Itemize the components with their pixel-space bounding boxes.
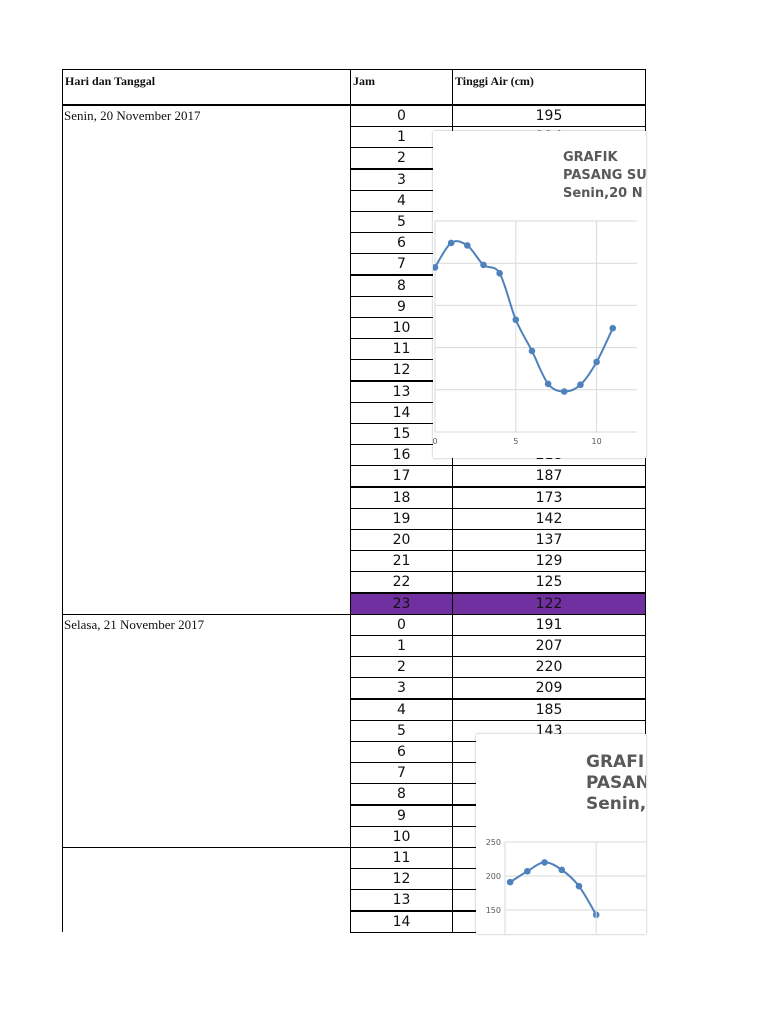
jam-cell: 8 <box>350 783 453 806</box>
jam-cell: 18 <box>350 486 453 509</box>
data-point <box>480 261 487 269</box>
table-row: 0 191 <box>62 613 646 636</box>
data-point <box>464 242 471 249</box>
data-point <box>575 882 583 890</box>
header-hari-tanggal: Hari dan Tanggal <box>62 69 351 105</box>
tinggi-cell: 220 <box>452 656 646 679</box>
jam-cell: 2 <box>350 656 453 679</box>
jam-cell: 12 <box>350 868 453 891</box>
tide-chart-monday[interactable]: GRAFIK PASANG SU Senin,20 N 050100150200… <box>433 131 646 458</box>
chart1-title-line-3: Senin,20 N <box>563 186 643 201</box>
table-row: 2 220 <box>62 656 646 679</box>
chart1-title-line-1: GRAFIK <box>563 150 618 165</box>
table-row: 22 125 <box>62 571 646 594</box>
jam-cell: 17 <box>350 465 453 488</box>
table-row: 21 129 <box>62 550 646 573</box>
table-row: 17 187 <box>62 465 646 488</box>
jam-cell: 10 <box>350 825 453 848</box>
tinggi-cell: 125 <box>452 571 646 594</box>
jam-cell: 9 <box>350 804 453 827</box>
chart1-title-line-2: PASANG SU <box>563 168 646 183</box>
table-row: 4 185 <box>62 698 646 721</box>
jam-cell: 0 <box>350 105 453 127</box>
y-tick-label: 150 <box>486 906 501 915</box>
tinggi-cell: 187 <box>452 465 646 488</box>
data-point <box>512 316 520 324</box>
tinggi-cell: 137 <box>452 529 646 551</box>
table-row: 19 142 <box>62 507 646 530</box>
data-point <box>609 324 617 332</box>
tinggi-cell: 142 <box>452 507 646 530</box>
header-tinggi-air: Tinggi Air (cm) <box>452 69 646 105</box>
table-header: Hari dan Tanggal Jam Tinggi Air (cm) <box>62 69 646 105</box>
data-point <box>560 388 568 395</box>
table-row: 1 207 <box>62 635 646 657</box>
tinggi-cell: 185 <box>452 698 646 721</box>
table-row: 18 173 <box>62 486 646 509</box>
chart2-plot: 150 200 250 <box>486 838 646 934</box>
jam-cell: 21 <box>350 550 453 573</box>
chart1-plot: 0501001502002500510 <box>433 220 637 446</box>
data-point <box>524 867 531 875</box>
y-tick-label: 200 <box>486 872 501 881</box>
data-point <box>593 358 600 366</box>
jam-cell: 7 <box>350 762 453 785</box>
table-row: 0 195 <box>62 105 646 127</box>
x-tick-label: 0 <box>433 437 438 446</box>
jam-cell: 0 <box>350 613 453 636</box>
jam-cell: 19 <box>350 507 453 530</box>
jam-cell: 6 <box>350 741 453 763</box>
chart2-title-line-1: GRAFI <box>586 752 645 772</box>
header-jam: Jam <box>350 69 453 105</box>
tinggi-cell: 209 <box>452 677 646 700</box>
x-tick-label: 10 <box>592 437 602 446</box>
data-point <box>541 859 548 866</box>
jam-cell: 22 <box>350 571 453 594</box>
jam-cell: 4 <box>350 698 453 721</box>
table-left-border <box>62 105 63 614</box>
table-row: 3 209 <box>62 677 646 700</box>
chart2-title-line-3: Senin,2 <box>586 794 646 814</box>
data-point <box>544 380 552 388</box>
series-line <box>509 861 598 916</box>
chart2-title-line-2: PASAN <box>586 773 646 793</box>
table-row: 23 122 <box>62 592 646 615</box>
jam-cell: 11 <box>350 847 453 869</box>
day-label: Selasa, 21 November 2017 <box>62 613 351 635</box>
tinggi-cell: 129 <box>452 550 646 573</box>
data-point <box>528 347 536 355</box>
data-point <box>506 878 514 886</box>
y-tick-label: 250 <box>486 838 501 847</box>
tinggi-cell: 122 <box>452 592 646 615</box>
jam-cell: 13 <box>350 889 453 912</box>
tinggi-cell: 173 <box>452 486 646 509</box>
data-point <box>433 264 439 271</box>
jam-cell: 1 <box>350 635 453 657</box>
table-left-border <box>62 613 63 847</box>
tinggi-cell: 195 <box>452 105 646 127</box>
jam-cell: 23 <box>350 592 453 615</box>
data-point <box>558 866 566 874</box>
data-point <box>577 381 584 389</box>
tinggi-cell: 207 <box>452 635 646 657</box>
jam-cell: 14 <box>350 910 453 933</box>
table-row: 20 137 <box>62 529 646 551</box>
series-line <box>434 240 614 393</box>
data-point <box>447 239 455 247</box>
tide-chart-tuesday[interactable]: GRAFI PASAN Senin,2 150 200 250 <box>476 734 646 934</box>
jam-cell: 3 <box>350 677 453 700</box>
x-tick-label: 5 <box>513 437 518 446</box>
day-label <box>62 847 351 852</box>
jam-cell: 20 <box>350 529 453 551</box>
day-label: Senin, 20 November 2017 <box>62 105 351 126</box>
table-left-border <box>62 847 63 932</box>
tinggi-cell: 191 <box>452 613 646 636</box>
jam-cell: 5 <box>350 719 453 742</box>
data-point <box>496 270 503 277</box>
